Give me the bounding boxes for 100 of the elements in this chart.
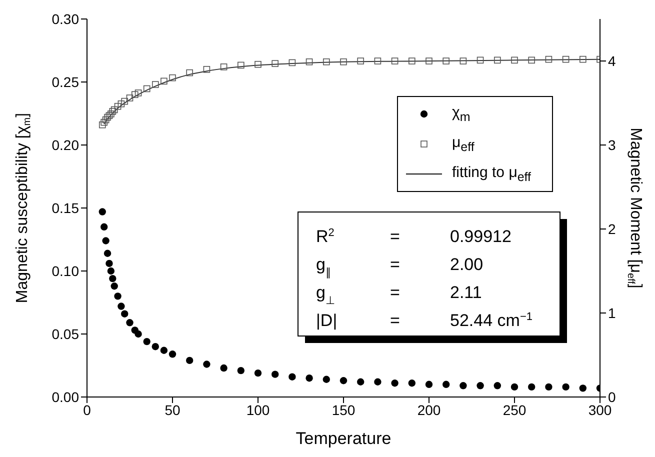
point bbox=[143, 85, 150, 92]
point bbox=[562, 383, 570, 391]
point bbox=[391, 58, 398, 64]
point bbox=[131, 91, 138, 98]
point bbox=[288, 59, 296, 66]
point bbox=[476, 382, 484, 390]
point bbox=[109, 108, 116, 115]
point bbox=[442, 58, 450, 64]
point bbox=[114, 102, 122, 110]
point bbox=[186, 69, 193, 76]
point bbox=[104, 114, 111, 121]
point bbox=[121, 98, 128, 105]
point bbox=[100, 118, 108, 126]
point bbox=[579, 384, 586, 392]
point bbox=[186, 356, 194, 364]
point bbox=[203, 66, 210, 73]
point bbox=[238, 62, 244, 69]
point bbox=[110, 106, 118, 114]
point bbox=[254, 369, 262, 377]
x-tick-label: 150 bbox=[332, 402, 356, 418]
point bbox=[340, 377, 348, 384]
point bbox=[357, 378, 364, 386]
point bbox=[98, 208, 106, 216]
y-tick-label: 0.10 bbox=[52, 262, 80, 279]
x-tick-label: 100 bbox=[246, 402, 270, 418]
point bbox=[109, 274, 116, 282]
x-tick-label: 0 bbox=[83, 402, 92, 418]
point bbox=[528, 56, 535, 64]
x-tick-label: 250 bbox=[502, 402, 526, 418]
point bbox=[340, 58, 347, 66]
legend-label: χ$_{m}$ bbox=[452, 104, 470, 124]
point bbox=[494, 56, 501, 64]
x-axis-title: Temperature bbox=[296, 429, 392, 448]
point bbox=[168, 350, 176, 358]
point bbox=[110, 282, 118, 290]
text: |D| = 52.44 cm$^{−1}$ bbox=[316, 311, 532, 330]
point bbox=[545, 56, 552, 63]
point bbox=[254, 60, 262, 68]
point bbox=[102, 116, 110, 124]
point bbox=[98, 121, 106, 128]
y-tick-label: 0.25 bbox=[52, 74, 80, 90]
legend-label: μ$_{eff}$ bbox=[452, 134, 474, 154]
point bbox=[100, 223, 108, 230]
y-tick-label: 0.30 bbox=[52, 10, 80, 27]
x-tick-label: 200 bbox=[417, 402, 441, 418]
point bbox=[169, 74, 176, 82]
y2-tick-label: 3 bbox=[608, 136, 616, 153]
point bbox=[288, 373, 296, 380]
point bbox=[460, 382, 467, 390]
point bbox=[107, 267, 115, 275]
point bbox=[374, 58, 382, 64]
legend-label: fitting to μ$_{eff}$ bbox=[452, 164, 532, 184]
point bbox=[126, 319, 134, 326]
point bbox=[425, 380, 433, 388]
point bbox=[237, 366, 244, 374]
point bbox=[408, 380, 416, 387]
point bbox=[106, 112, 113, 119]
y2-tick-label: 2 bbox=[608, 220, 616, 237]
point bbox=[426, 58, 432, 64]
point bbox=[220, 63, 228, 70]
point bbox=[126, 94, 134, 102]
x-tick-label: 50 bbox=[164, 402, 180, 418]
point bbox=[114, 292, 122, 300]
point bbox=[134, 330, 142, 338]
point bbox=[322, 376, 330, 383]
y2-tick-label: 4 bbox=[608, 52, 616, 69]
point bbox=[220, 364, 228, 372]
point bbox=[528, 383, 536, 391]
text: g$_{⊥}$ = 2.11 bbox=[316, 283, 482, 307]
point bbox=[460, 58, 467, 64]
point bbox=[511, 56, 518, 64]
point bbox=[203, 360, 210, 368]
point bbox=[476, 56, 484, 64]
point bbox=[134, 90, 142, 96]
point bbox=[102, 237, 110, 244]
point bbox=[374, 378, 382, 386]
y-tick-label: 0.20 bbox=[52, 136, 80, 153]
point bbox=[494, 382, 501, 390]
point bbox=[562, 56, 570, 63]
point bbox=[306, 58, 313, 66]
point bbox=[152, 343, 159, 350]
point bbox=[580, 56, 586, 63]
point bbox=[545, 383, 552, 391]
point bbox=[408, 58, 416, 64]
point bbox=[357, 58, 364, 64]
point bbox=[272, 370, 279, 378]
point bbox=[143, 338, 150, 346]
point bbox=[323, 58, 330, 66]
point bbox=[152, 81, 159, 88]
point bbox=[106, 260, 113, 268]
point bbox=[160, 78, 168, 85]
text: R$^{2}$ = 0.99912 bbox=[316, 227, 512, 246]
point bbox=[442, 380, 450, 388]
point bbox=[118, 302, 125, 310]
point bbox=[121, 310, 128, 318]
point bbox=[391, 380, 398, 387]
y-tick-label: 0.00 bbox=[52, 388, 80, 405]
point bbox=[306, 374, 313, 382]
point bbox=[272, 60, 278, 67]
point bbox=[118, 100, 125, 108]
